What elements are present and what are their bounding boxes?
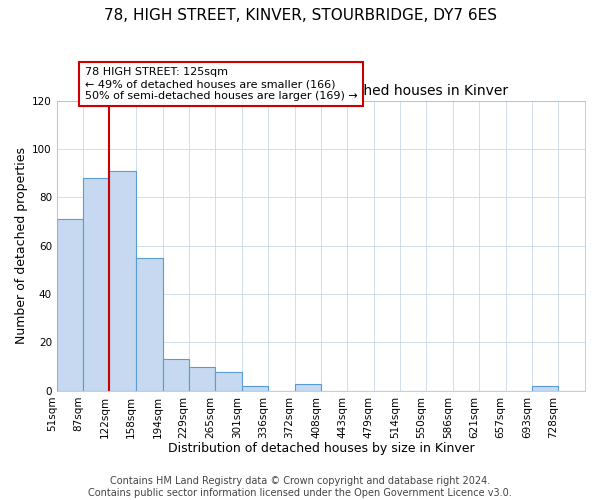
Bar: [215, 372, 242, 391]
X-axis label: Distribution of detached houses by size in Kinver: Distribution of detached houses by size …: [167, 442, 474, 455]
Bar: [188, 366, 215, 391]
Text: 78, HIGH STREET, KINVER, STOURBRIDGE, DY7 6ES: 78, HIGH STREET, KINVER, STOURBRIDGE, DY…: [104, 8, 497, 22]
Bar: [163, 360, 188, 391]
Title: Size of property relative to detached houses in Kinver: Size of property relative to detached ho…: [134, 84, 508, 98]
Bar: [57, 219, 83, 391]
Text: Contains HM Land Registry data © Crown copyright and database right 2024.
Contai: Contains HM Land Registry data © Crown c…: [88, 476, 512, 498]
Bar: [136, 258, 163, 391]
Text: 78 HIGH STREET: 125sqm
← 49% of detached houses are smaller (166)
50% of semi-de: 78 HIGH STREET: 125sqm ← 49% of detached…: [85, 68, 358, 100]
Bar: [295, 384, 321, 391]
Bar: [83, 178, 109, 391]
Bar: [532, 386, 559, 391]
Bar: [109, 171, 136, 391]
Y-axis label: Number of detached properties: Number of detached properties: [15, 148, 28, 344]
Bar: [242, 386, 268, 391]
